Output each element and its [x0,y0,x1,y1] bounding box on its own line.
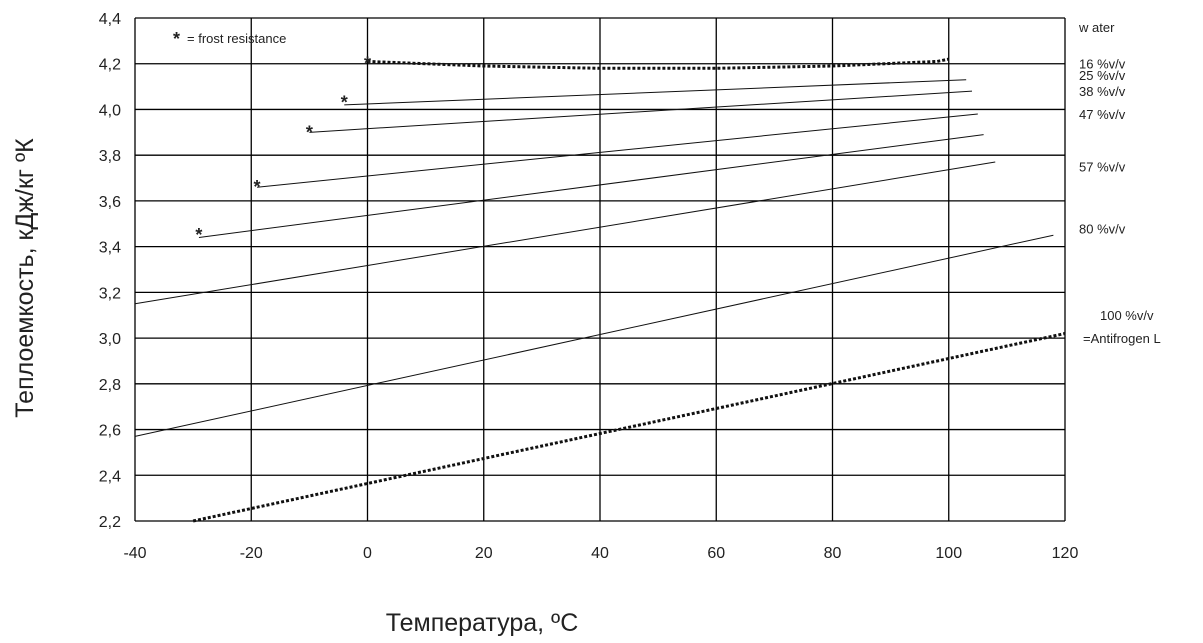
x-tick-label-2: 0 [363,545,372,562]
y-tick-label-8: 3,8 [99,148,121,165]
y-tick-label-3: 2,8 [99,377,121,394]
y-tick-label-11: 4,4 [99,11,121,28]
y-tick-label-2: 2,6 [99,423,121,440]
frost-marker-0: * [364,54,371,74]
y-tick-label-0: 2,2 [99,514,121,531]
x-tick-label-3: 20 [475,545,493,562]
series-label-3: 38 %v/v [1079,84,1126,99]
series-line-1 [344,79,967,106]
series-line-2 [309,90,973,133]
y-tick-label-9: 4,0 [99,102,121,119]
legend: * = frost resistance [173,29,286,49]
series-line-6 [134,234,1054,437]
y-tick-label-5: 3,2 [99,285,121,302]
y-tick-label-4: 3,0 [99,331,121,348]
series-line-7 [192,332,1066,523]
x-tick-label-6: 80 [824,545,842,562]
series-labels: w ater 16 %v/v25 %v/v38 %v/v 47 %v/v 57 %v/… [1078,20,1161,346]
y-tick-label-1: 2,4 [99,468,121,485]
series-group [134,57,1066,523]
grid [134,17,1066,522]
x-tick-label-8: 120 [1052,545,1079,562]
x-tick-label-7: 100 [935,545,962,562]
y-axis-title: Теплоемкость, кДж/кг ºК [11,138,39,418]
series-label-7: 100 %v/v [1100,308,1154,323]
series-label-0: w ater [1078,20,1115,35]
frost-marker-1: * [341,93,348,113]
series-label-6: 80 %v/v [1079,221,1126,236]
y-tick-label-10: 4,2 [99,57,121,74]
frost-markers: * * * * * [195,54,371,245]
x-tick-label-0: -40 [123,545,146,562]
x-tick-label-1: -20 [240,545,263,562]
series-label-1: 16 %v/v [1079,57,1126,72]
tick-labels: -40 -20 0 20 40 60 80 100 120 2,2 2,4 2,6 2,8 3,0 3,2 3… [99,11,1079,562]
series-line-5 [134,161,996,305]
y-tick-label-7: 3,6 [99,194,121,211]
series-label-5: 57 %v/v [1079,160,1126,175]
series-label-4: 47 %v/v [1079,107,1126,122]
x-tick-label-5: 60 [707,545,725,562]
series-line-0 [367,57,950,70]
x-axis-title: Температура, ºС [386,609,579,637]
frost-marker-2: * [306,122,313,142]
series-line-4 [198,134,984,238]
legend-label: = frost resistance [187,31,286,46]
frost-marker-4: * [195,225,202,245]
frost-marker-3: * [254,177,261,197]
legend-marker: * [173,29,180,49]
series-line-3 [257,113,978,188]
x-tick-label-4: 40 [591,545,609,562]
y-tick-label-6: 3,4 [99,240,121,257]
series-label-2: 25 %v/v [1079,68,1126,83]
series-label-8: =Antifrogen L [1083,331,1161,346]
